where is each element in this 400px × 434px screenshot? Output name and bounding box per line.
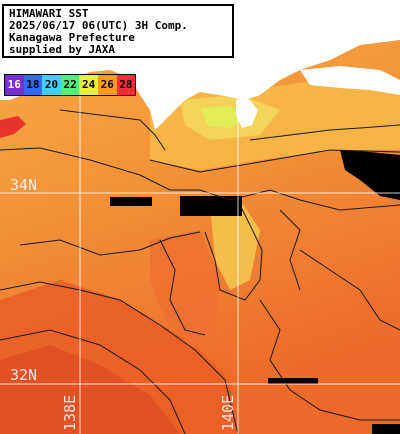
warm-water-core (0, 345, 180, 434)
cloud-mask-corner (372, 424, 400, 434)
latitude-label-32n: 32N (10, 366, 38, 384)
latitude-label-34n: 34N (10, 176, 38, 194)
cloud-mask-east (340, 150, 400, 200)
cloud-mask-center (180, 196, 242, 216)
cloud-mask-south (268, 378, 318, 384)
longitude-label-138e: 138E (61, 394, 79, 431)
cool-peninsula-water (210, 200, 260, 290)
cloud-mask-west (110, 197, 152, 206)
title-line-datetime: 2025/06/17 06(UTC) 3H Comp. (9, 19, 188, 32)
legend-swatch-26: 26 (97, 75, 117, 95)
longitude-label-140e: 140E (219, 394, 237, 431)
isotherm-lines (0, 109, 400, 434)
temperature-legend: 16 18 20 22 24 26 28 (4, 74, 137, 96)
title-line-credit: supplied by JAXA (9, 43, 115, 56)
legend-swatch-28: 28 (116, 75, 136, 95)
legend-swatch-22: 22 (60, 75, 80, 95)
cold-bay-water (200, 106, 245, 128)
legend-swatch-18: 18 (23, 75, 43, 95)
map-title-box: HIMAWARI SST 2025/06/17 06(UTC) 3H Comp.… (2, 4, 234, 58)
legend-swatch-20: 20 (42, 75, 61, 95)
warm-tongue (150, 230, 220, 350)
legend-swatch-24: 24 (79, 75, 98, 95)
legend-swatch-16: 16 (5, 75, 24, 95)
title-line-product: HIMAWARI SST (9, 7, 89, 20)
land-miura (236, 98, 258, 128)
warm-coastal-spot (0, 116, 26, 138)
title-line-region: Kanagawa Prefecture (9, 31, 135, 44)
land-boso (300, 66, 400, 95)
